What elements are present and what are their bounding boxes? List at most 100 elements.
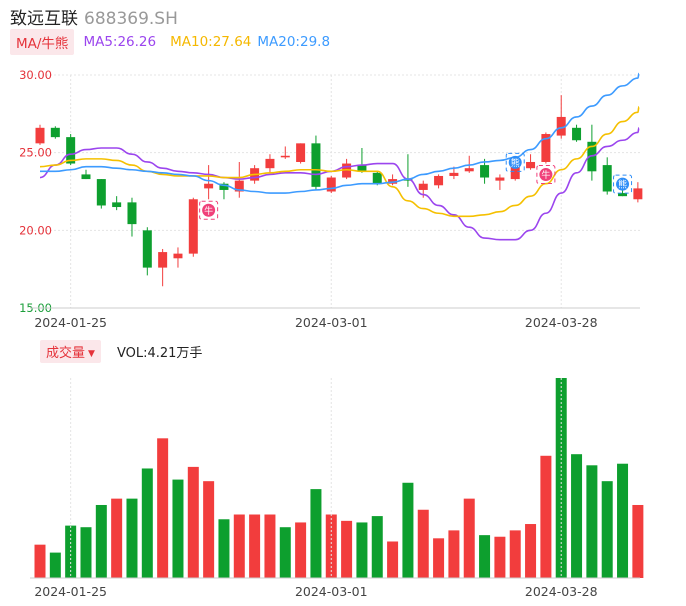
candle-body	[204, 183, 214, 189]
volume-bar	[249, 514, 261, 578]
volume-bar	[187, 466, 199, 578]
volume-bar	[402, 482, 414, 578]
volume-bar	[95, 504, 107, 578]
stock-header: 致远互联 688369.SH	[10, 4, 178, 29]
x-tick-label: 2024-03-28	[525, 315, 598, 330]
candle	[587, 124, 597, 181]
volume-bar	[111, 498, 123, 578]
candle-body	[296, 143, 306, 162]
bull-marker-icon: 牛	[536, 165, 556, 185]
candle-body	[280, 155, 290, 158]
volume-legend: 成交量 ▼ VOL:4.21万手	[40, 339, 202, 363]
bear-marker-icon: 熊	[505, 152, 525, 172]
candle-body	[158, 252, 168, 268]
bear-marker-icon: 熊	[613, 174, 633, 194]
marker-frame	[613, 174, 633, 194]
candle-body	[326, 177, 336, 192]
volume-indicator-dropdown[interactable]: 成交量 ▼	[40, 339, 101, 363]
candle	[602, 157, 612, 195]
ma-legend: MA/牛熊 MA5:26.26 MA10:27.64 MA20:29.8	[10, 29, 330, 55]
ma-mode-button[interactable]: MA/牛熊	[10, 29, 75, 55]
candle-body	[265, 158, 275, 169]
volume-bar	[540, 455, 552, 578]
candle	[403, 154, 413, 187]
volume-bar	[417, 509, 429, 578]
candle-body	[480, 165, 490, 178]
volume-bar	[463, 498, 475, 578]
marker-frame	[199, 200, 219, 220]
candle-body	[66, 137, 76, 164]
candle-body	[526, 161, 536, 169]
candle	[188, 197, 198, 257]
candle-body	[173, 253, 183, 259]
candle-body	[35, 127, 45, 144]
candle	[526, 154, 536, 170]
volume-bar	[34, 544, 46, 578]
volume-bar	[371, 516, 383, 578]
volume-bar	[279, 527, 291, 578]
stock-name: 致远互联	[10, 9, 78, 29]
candle	[81, 169, 91, 180]
volume-x-tick-label: 2024-01-25	[34, 584, 107, 599]
candle	[541, 132, 551, 164]
marker-dot	[508, 155, 522, 169]
candle	[142, 227, 152, 276]
candle	[556, 95, 566, 139]
volume-bar	[126, 498, 138, 578]
marker-dot	[202, 203, 216, 217]
ma10-value: MA10:27.64	[170, 34, 252, 50]
candle-body	[219, 183, 229, 190]
volume-bar	[295, 522, 307, 578]
candle-body	[449, 172, 459, 176]
candle	[265, 154, 275, 173]
volume-bar	[632, 504, 644, 578]
candle-body	[311, 143, 321, 187]
candle-body	[142, 230, 152, 268]
volume-bar	[571, 454, 583, 578]
candle	[495, 174, 505, 190]
candle	[158, 248, 168, 287]
volume-bar	[264, 514, 276, 578]
candle-body	[50, 127, 60, 138]
volume-bar	[157, 438, 169, 578]
candle	[96, 179, 106, 209]
candle	[572, 124, 582, 142]
volume-bar	[141, 468, 153, 578]
candle	[280, 146, 290, 159]
candle	[326, 175, 336, 194]
volume-bar	[448, 530, 460, 578]
candle-body	[234, 180, 244, 192]
volume-x-tick-label: 2024-03-01	[295, 584, 368, 599]
volume-x-tick-label: 2024-03-28	[525, 584, 598, 599]
candle	[112, 196, 122, 211]
candle	[633, 182, 643, 203]
candle-body	[357, 165, 367, 172]
candle-body	[418, 183, 428, 190]
candle-body	[495, 177, 505, 181]
candle	[127, 197, 137, 237]
volume-bar	[509, 530, 521, 578]
ma10-line	[39, 105, 640, 218]
candle	[388, 174, 398, 186]
candle-body	[434, 175, 444, 186]
volume-bar	[387, 541, 399, 578]
candle	[204, 165, 214, 200]
volume-indicator-label: 成交量	[46, 345, 86, 361]
candle	[35, 124, 45, 145]
chevron-down-icon: ▼	[88, 348, 95, 359]
bull-marker-icon: 牛	[199, 200, 219, 220]
candle	[357, 148, 367, 173]
candle-body	[556, 116, 566, 136]
x-tick-label: 2024-01-25	[34, 315, 107, 330]
candle-body	[96, 179, 106, 206]
volume-bar	[433, 538, 445, 578]
y-tick-label: 20.00	[19, 223, 52, 237]
marker-frame	[505, 152, 525, 172]
candle	[296, 143, 306, 164]
marker-label: 牛	[541, 169, 550, 181]
stock-code: 688369.SH	[84, 9, 178, 29]
marker-dot	[616, 177, 630, 191]
candle	[311, 135, 321, 190]
marker-frame	[536, 165, 556, 185]
